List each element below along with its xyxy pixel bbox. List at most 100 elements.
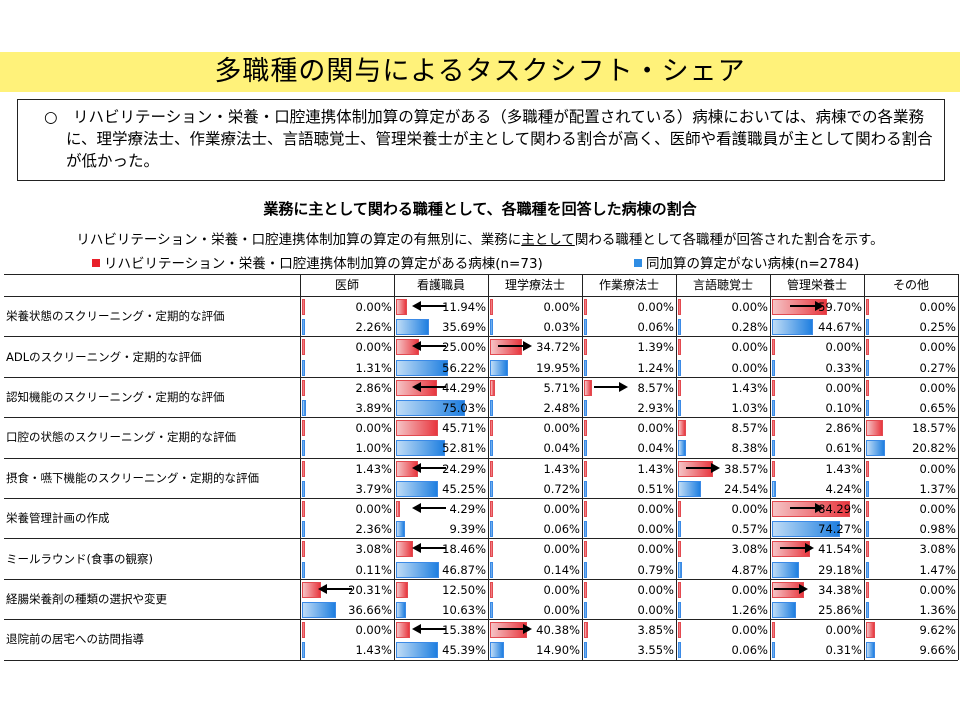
- table-cell: 0.00%: [865, 337, 958, 357]
- bar-with-addition: [678, 622, 681, 639]
- table-cell: 1.43%: [301, 459, 394, 479]
- column-divider: [864, 274, 865, 660]
- cell-value: 45.71%: [442, 421, 486, 436]
- table-cell: 0.10%: [771, 398, 864, 418]
- row-divider: [4, 417, 958, 419]
- bar-with-addition: [866, 541, 869, 558]
- arrow-right-icon: [780, 543, 815, 554]
- cell-value: 1.43%: [637, 461, 674, 476]
- table-cell: 1.43%: [301, 640, 394, 660]
- table-cell: 2.36%: [301, 519, 394, 539]
- bar-with-addition: [866, 379, 869, 396]
- bar-without-addition: [302, 359, 305, 376]
- table-cell: 0.57%: [677, 519, 770, 539]
- bar-without-addition: [584, 319, 587, 336]
- table-cell: 20.82%: [865, 438, 958, 458]
- cell-value: 0.00%: [919, 340, 956, 355]
- bar-with-addition: [490, 501, 493, 517]
- cell-value: 0.00%: [731, 502, 768, 516]
- bar-without-addition: [584, 642, 588, 659]
- arrow-left-icon: [412, 301, 446, 311]
- bar-without-addition: [866, 642, 875, 659]
- cell-value: 2.86%: [355, 380, 392, 395]
- cell-value: 0.00%: [355, 300, 392, 314]
- bar-without-addition: [396, 561, 440, 578]
- cell-value: 11.94%: [442, 300, 486, 314]
- arrow-right-icon: [498, 341, 532, 352]
- table-cell: 2.86%: [301, 378, 394, 398]
- table-cell: 0.00%: [583, 418, 676, 438]
- chart-title: 業務に主として関わる職種として、各職種を回答した病棟の割合: [263, 200, 697, 218]
- cell-value: 3.79%: [355, 481, 392, 496]
- row-label: 栄養状態のスクリーニング・定期的な評価: [6, 309, 225, 324]
- cell-value: 0.00%: [919, 300, 956, 314]
- cell-value: 1.31%: [355, 360, 392, 375]
- cell-value: 0.00%: [543, 502, 580, 516]
- red-square-icon: [92, 259, 100, 267]
- table-cell: 4.87%: [677, 560, 770, 580]
- table-cell: 0.00%: [489, 418, 582, 438]
- bar-without-addition: [772, 400, 775, 416]
- bar-with-addition: [866, 622, 875, 639]
- description-before: リハビリテーション・栄養・口腔連携体制加算の算定の有無別に、業務に: [76, 232, 522, 248]
- cell-value: 29.18%: [818, 562, 862, 577]
- bar-with-addition: [396, 541, 413, 558]
- row-label: 退院前の居宅への訪問指導: [6, 632, 144, 647]
- table-cell: 0.00%: [489, 580, 582, 600]
- table-cell: 0.00%: [583, 519, 676, 539]
- table-cell: 1.43%: [771, 459, 864, 479]
- table-cell: 52.81%: [395, 438, 488, 458]
- column-divider: [300, 274, 301, 660]
- table-cell: 29.18%: [771, 560, 864, 580]
- legend-with-addition: リハビリテーション・栄養・口腔連携体制加算の算定がある病棟(n=73): [92, 252, 543, 272]
- bar-with-addition: [584, 581, 587, 598]
- cell-value: 4.24%: [825, 481, 862, 496]
- table-cell: 0.31%: [771, 640, 864, 660]
- cell-value: 0.00%: [637, 542, 674, 557]
- cell-value: 1.00%: [355, 441, 392, 456]
- table-cell: 75.03%: [395, 398, 488, 418]
- bar-without-addition: [396, 440, 445, 457]
- cell-value: 75.03%: [442, 401, 486, 415]
- cell-value: 9.62%: [919, 623, 956, 638]
- arrow-left-icon: [412, 543, 446, 554]
- cell-value: 19.95%: [536, 360, 580, 375]
- cell-value: 1.03%: [731, 401, 768, 415]
- bar-without-addition: [678, 440, 686, 457]
- bar-with-addition: [584, 299, 587, 315]
- bar-without-addition: [866, 521, 869, 538]
- chart-description: リハビリテーション・栄養・口腔連携体制加算の算定の有無別に、業務に主として関わる…: [0, 228, 960, 248]
- cell-value: 0.10%: [825, 401, 862, 415]
- row-divider: [4, 578, 958, 580]
- cell-value: 1.43%: [355, 643, 392, 658]
- arrow-left-icon: [318, 583, 352, 594]
- cell-value: 34.38%: [818, 582, 862, 597]
- cell-value: 0.00%: [543, 582, 580, 597]
- bar-with-addition: [302, 379, 305, 396]
- table-cell: 9.62%: [865, 620, 958, 640]
- bar-without-addition: [772, 561, 799, 578]
- summary-box: ○ リハビリテーション・栄養・口腔連携体制加算の算定がある（多職種が配置されてい…: [17, 99, 945, 181]
- table-cell: 1.39%: [583, 337, 676, 357]
- cell-value: 25.00%: [442, 340, 486, 355]
- bar-with-addition: [866, 299, 869, 315]
- cell-value: 18.57%: [912, 421, 956, 436]
- bar-without-addition: [584, 561, 587, 578]
- bar-without-addition: [302, 561, 305, 578]
- table-cell: 0.98%: [865, 519, 958, 539]
- bar-with-addition: [866, 339, 869, 356]
- cell-value: 0.27%: [919, 360, 956, 375]
- table-cell: 3.89%: [301, 398, 394, 418]
- table-cell: 1.43%: [583, 459, 676, 479]
- bar-without-addition: [678, 359, 681, 376]
- row-divider: [4, 619, 958, 621]
- cell-value: 0.00%: [543, 300, 580, 314]
- bar-with-addition: [396, 299, 407, 315]
- table-cell: 0.00%: [771, 378, 864, 398]
- bar-with-addition: [490, 299, 493, 315]
- cell-value: 0.00%: [637, 502, 674, 516]
- table-cell: 0.03%: [489, 317, 582, 337]
- cell-value: 0.00%: [637, 300, 674, 314]
- table-cell: 0.00%: [771, 620, 864, 640]
- cell-value: 14.90%: [536, 643, 580, 658]
